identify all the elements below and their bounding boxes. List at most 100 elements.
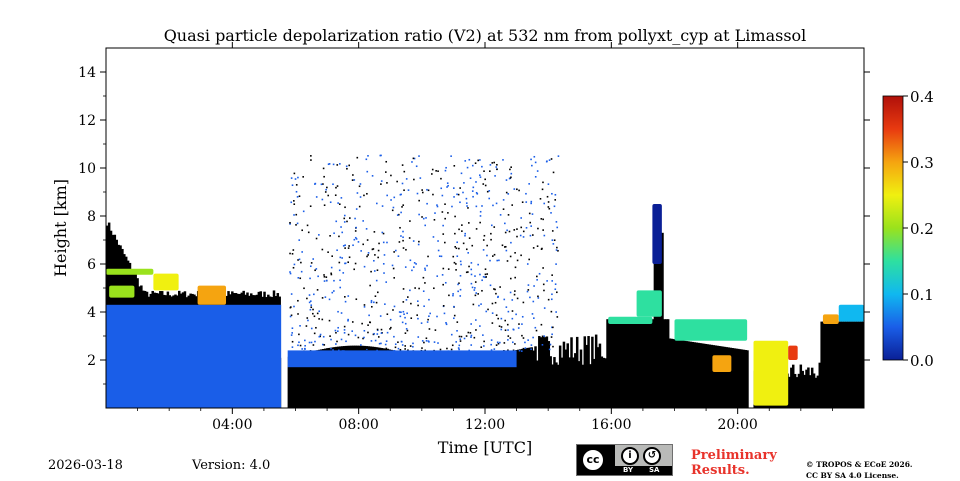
backscatter-column	[636, 319, 640, 408]
speckle	[503, 342, 506, 344]
speckle	[306, 297, 308, 300]
speckle	[491, 302, 494, 305]
backscatter-column	[665, 319, 668, 408]
speckle	[514, 266, 517, 269]
speckle	[354, 236, 357, 239]
speckle	[482, 249, 485, 251]
speckle	[522, 337, 525, 339]
speckle	[325, 279, 328, 282]
backscatter-column	[695, 342, 698, 408]
backscatter-column	[829, 321, 833, 408]
speckle	[389, 318, 392, 321]
speckle	[518, 189, 520, 192]
speckle	[370, 340, 373, 342]
speckle	[405, 299, 408, 301]
speckle	[378, 342, 381, 345]
speckle	[374, 339, 377, 342]
speckle	[332, 163, 335, 166]
backscatter-column	[416, 355, 420, 408]
y-axis: 2 4 6 8 10 12 14	[78, 65, 870, 385]
speckle	[479, 215, 482, 217]
speckle	[536, 170, 539, 172]
backscatter-column	[543, 337, 547, 408]
speckle	[429, 312, 431, 315]
speckle	[344, 206, 346, 209]
speckle	[329, 335, 331, 337]
speckle	[401, 164, 404, 166]
speckle	[511, 317, 514, 320]
backscatter-column	[431, 358, 435, 408]
speckle	[338, 203, 341, 206]
speckle	[507, 339, 509, 341]
backscatter-column	[583, 336, 587, 408]
backscatter-column	[507, 351, 511, 408]
speckle	[457, 283, 459, 286]
backscatter-column	[790, 367, 793, 408]
speckle	[545, 160, 548, 163]
speckle	[445, 323, 448, 326]
speckle	[366, 348, 368, 350]
backscatter-column	[494, 354, 497, 408]
speckle	[322, 335, 325, 338]
speckle	[297, 277, 300, 279]
backscatter-column	[359, 345, 363, 408]
speckle	[440, 255, 443, 258]
backscatter-column	[646, 319, 649, 408]
speckle	[343, 221, 346, 223]
backscatter-column	[486, 356, 490, 408]
speckle	[466, 205, 468, 207]
speckle	[291, 340, 294, 343]
backscatter-column	[437, 359, 441, 408]
speckle	[437, 240, 439, 242]
speckle	[431, 168, 434, 171]
speckle	[314, 340, 316, 343]
speckle	[469, 177, 472, 180]
speckle	[348, 245, 350, 247]
speckle	[556, 316, 559, 318]
speckle	[491, 162, 494, 164]
x-tick-label: 08:00	[338, 417, 378, 433]
depolarizing-layer	[712, 355, 732, 372]
speckle	[293, 214, 295, 216]
backscatter-column	[538, 336, 541, 408]
speckle	[407, 296, 409, 298]
speckle	[290, 314, 293, 317]
speckle	[308, 301, 311, 304]
speckle	[347, 319, 349, 322]
backscatter-column	[570, 337, 573, 408]
speckle	[406, 329, 409, 332]
speckle	[506, 260, 509, 262]
speckle	[453, 305, 455, 308]
speckle	[327, 251, 329, 253]
speckle	[337, 349, 340, 352]
backscatter-column	[572, 357, 575, 408]
backscatter-column	[831, 321, 835, 408]
speckle	[289, 221, 291, 224]
backscatter-column	[862, 321, 864, 408]
backscatter-column	[549, 356, 552, 408]
speckle	[500, 317, 503, 320]
speckle	[489, 259, 491, 262]
speckle	[335, 220, 338, 223]
speckle	[404, 266, 407, 268]
backscatter-column	[852, 321, 856, 408]
speckle	[380, 332, 383, 334]
speckle	[475, 205, 478, 208]
speckle	[532, 300, 535, 303]
speckle	[361, 348, 364, 350]
speckle	[554, 288, 557, 291]
speckle	[400, 340, 403, 343]
backscatter-column	[629, 319, 632, 408]
speckle	[450, 348, 453, 351]
speckle	[465, 248, 468, 251]
speckle	[444, 203, 446, 205]
speckle	[394, 249, 397, 252]
speckle	[421, 340, 424, 342]
speckle	[335, 343, 337, 345]
speckle	[456, 255, 459, 258]
speckle	[433, 341, 436, 343]
backscatter-column	[642, 319, 645, 408]
speckle	[435, 170, 437, 172]
speckle	[344, 300, 347, 303]
speckle	[363, 329, 366, 332]
